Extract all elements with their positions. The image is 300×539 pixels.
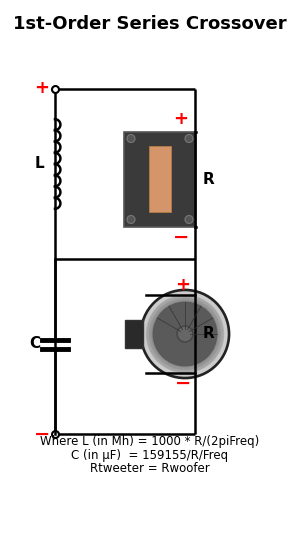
Text: +: + — [173, 110, 188, 128]
Circle shape — [161, 310, 208, 357]
Circle shape — [127, 216, 135, 224]
Text: C: C — [29, 336, 40, 351]
Circle shape — [144, 293, 226, 375]
Circle shape — [185, 216, 193, 224]
Text: −: − — [175, 374, 191, 392]
Text: −: − — [34, 425, 50, 444]
FancyBboxPatch shape — [149, 146, 171, 212]
Text: R: R — [203, 171, 215, 186]
Circle shape — [154, 303, 216, 365]
Circle shape — [144, 293, 226, 375]
Circle shape — [157, 306, 214, 363]
Text: 1st-Order Series Crossover: 1st-Order Series Crossover — [13, 15, 287, 33]
Circle shape — [149, 298, 221, 370]
Text: +: + — [176, 276, 190, 294]
Text: +: + — [34, 79, 50, 97]
Text: −: − — [173, 228, 189, 247]
Circle shape — [185, 135, 193, 142]
Circle shape — [152, 301, 218, 368]
Text: L: L — [34, 156, 44, 171]
Circle shape — [177, 326, 193, 342]
Bar — [125, 320, 143, 348]
Circle shape — [153, 302, 217, 366]
Circle shape — [141, 290, 229, 378]
FancyBboxPatch shape — [124, 132, 196, 226]
Text: Rtweeter = Rwoofer: Rtweeter = Rwoofer — [90, 461, 210, 474]
Circle shape — [127, 135, 135, 142]
Text: C (in μF)  = 159155/R/Freq: C (in μF) = 159155/R/Freq — [71, 448, 229, 461]
Text: R: R — [203, 327, 215, 342]
Text: Where L (in Mh) = 1000 * R/(2piFreq): Where L (in Mh) = 1000 * R/(2piFreq) — [40, 436, 260, 448]
Circle shape — [146, 295, 224, 372]
Circle shape — [159, 308, 211, 360]
